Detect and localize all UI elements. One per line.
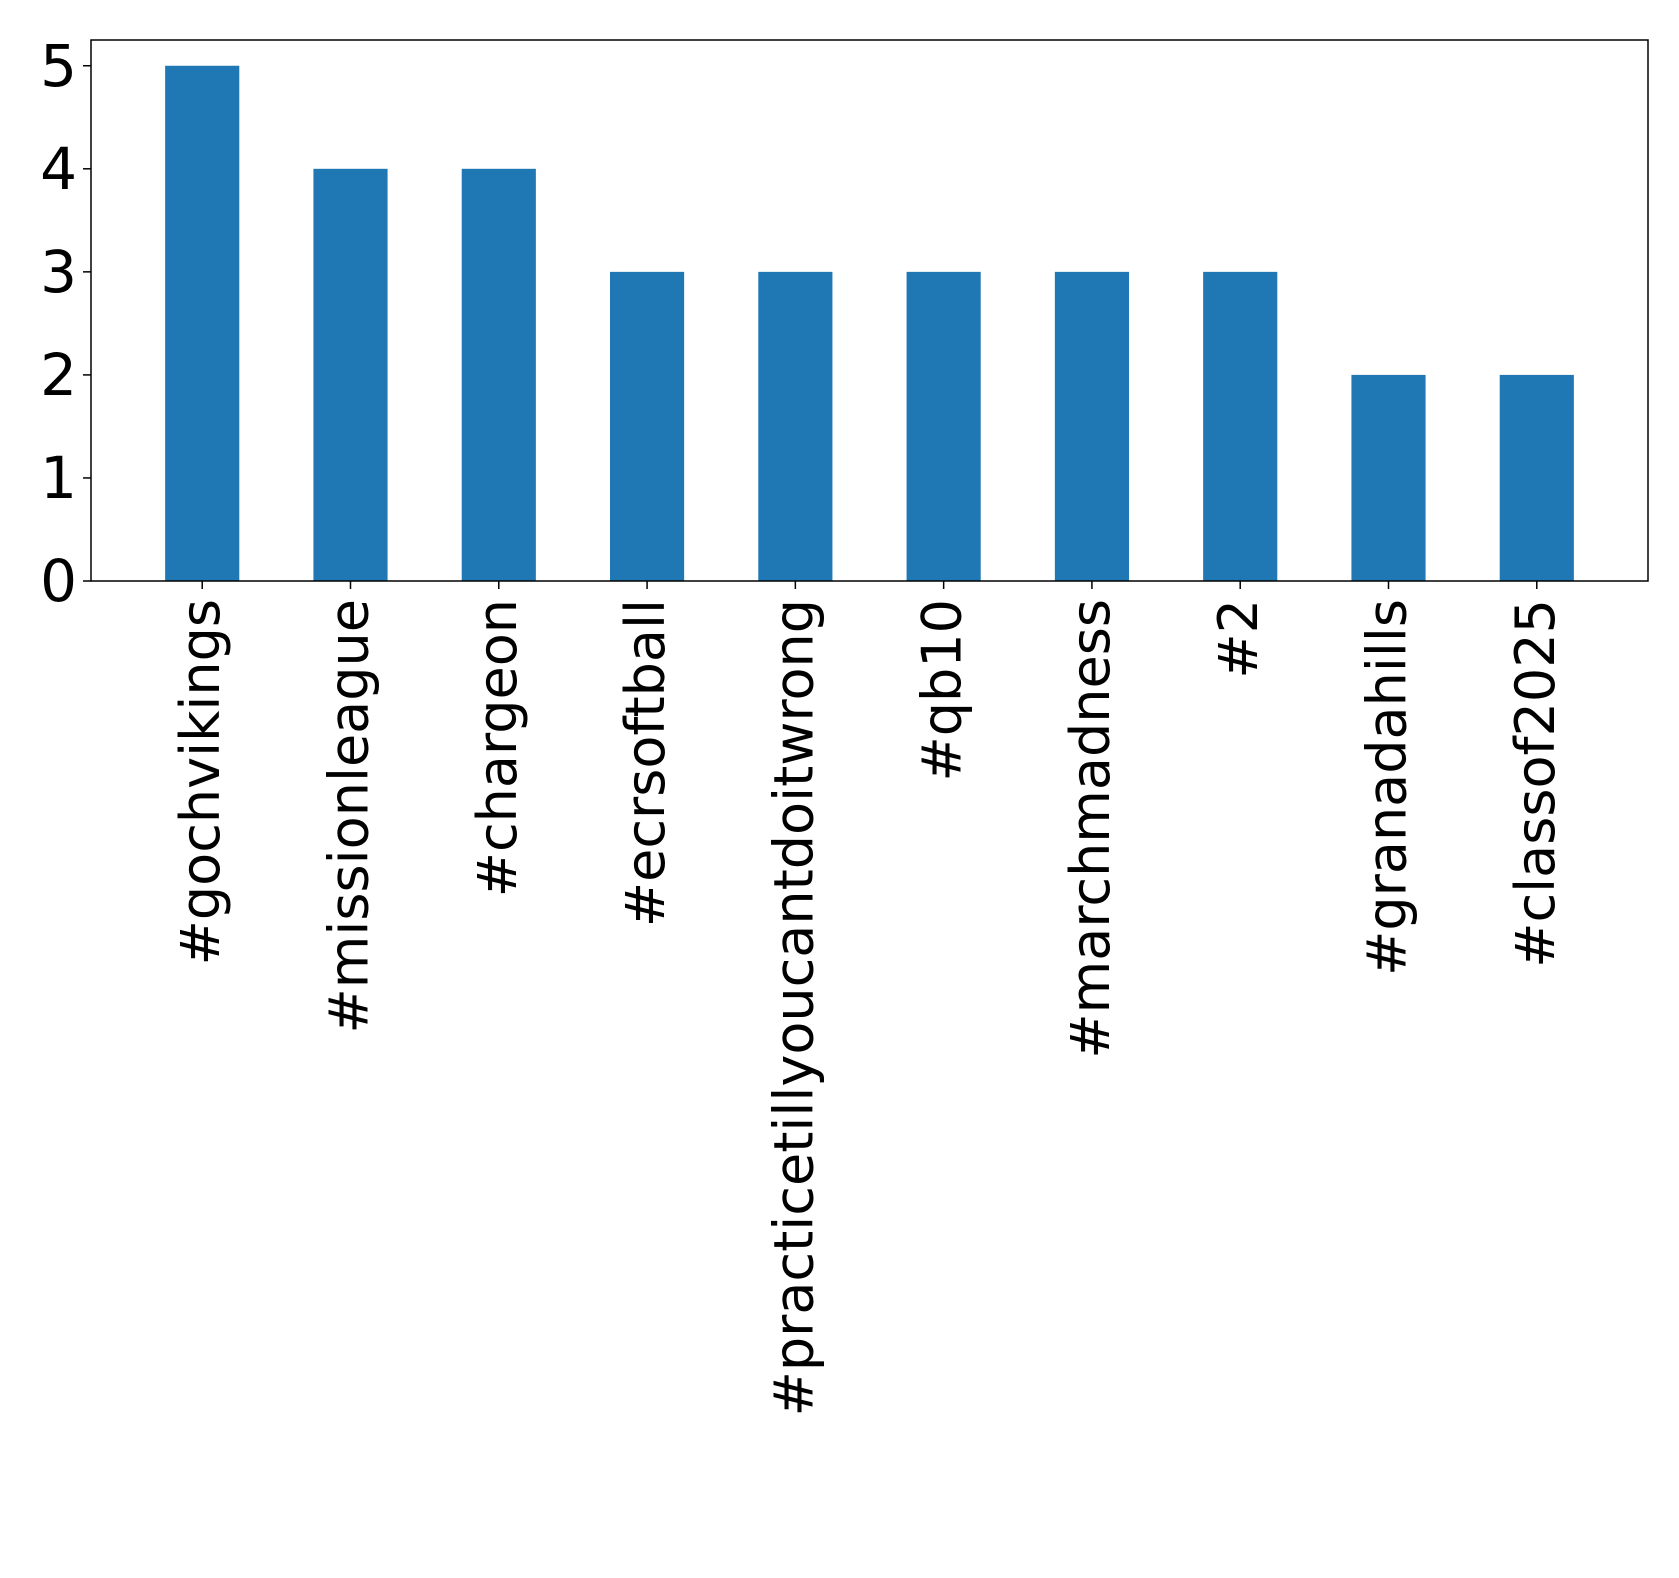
bar-9 bbox=[1499, 374, 1574, 581]
bar-8 bbox=[1351, 374, 1426, 581]
bar-1 bbox=[313, 168, 388, 582]
x-tick-label-3: #ecrsoftball bbox=[614, 599, 677, 927]
bar-2 bbox=[461, 168, 536, 582]
y-tick-label-3: 3 bbox=[40, 238, 77, 306]
bar-4 bbox=[758, 271, 833, 581]
plot-area-frame bbox=[90, 39, 1649, 582]
x-tick-label-2: #chargeon bbox=[466, 599, 529, 897]
y-tick-label-5: 5 bbox=[40, 32, 77, 100]
y-axis: 0 1 2 3 4 5 bbox=[40, 32, 91, 615]
x-tick-label-7: #2 bbox=[1207, 599, 1270, 679]
x-tick-label-6: #marchmadness bbox=[1059, 599, 1122, 1059]
x-tick-label-5: #qb10 bbox=[911, 599, 974, 782]
x-tick-label-4: #practicetillyoucantdoitwrong bbox=[762, 599, 825, 1416]
y-tick-label-4: 4 bbox=[40, 135, 77, 203]
bar-5 bbox=[906, 271, 981, 581]
bar-3 bbox=[610, 271, 685, 581]
x-tick-label-0: #gochvikings bbox=[169, 599, 232, 965]
x-axis: #gochvikings #missionleague #chargeon #ecrs… bbox=[169, 581, 1567, 1416]
y-tick-label-0: 0 bbox=[40, 547, 77, 615]
x-tick-label-8: #granadahills bbox=[1356, 599, 1419, 976]
bar-0 bbox=[165, 65, 240, 581]
y-tick-label-2: 2 bbox=[40, 341, 77, 409]
x-tick-label-1: #missionleague bbox=[318, 599, 381, 1033]
bar-6 bbox=[1054, 271, 1129, 581]
x-tick-label-9: #classof2025 bbox=[1504, 599, 1567, 968]
bars-layer bbox=[165, 65, 1574, 582]
bar-7 bbox=[1203, 271, 1278, 581]
y-tick-label-1: 1 bbox=[40, 444, 77, 512]
